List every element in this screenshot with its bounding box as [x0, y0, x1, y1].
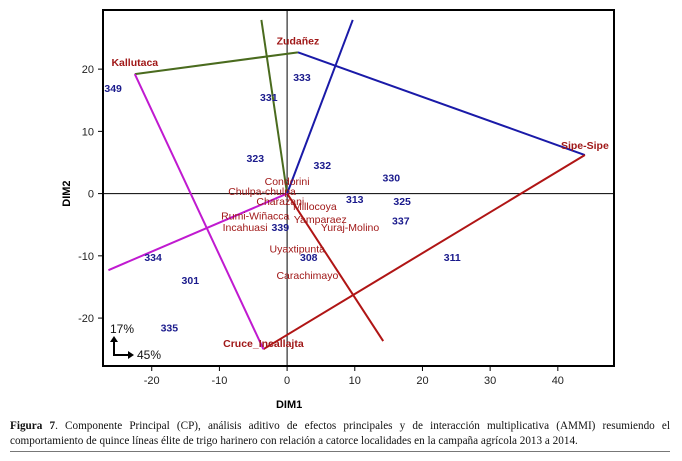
genotype-label: 330: [383, 172, 401, 184]
environment-label: Yamparaez: [294, 214, 347, 226]
y-tick-label: 10: [82, 126, 94, 138]
y-tick-label: 0: [88, 189, 94, 201]
x-axis-label: DIM1: [276, 399, 302, 411]
y-tick-label: 20: [82, 64, 94, 76]
genotype-label: 308: [300, 252, 318, 264]
axis-arrows-icon: [113, 338, 131, 356]
environment-label: Yuraj-Molino: [321, 222, 380, 234]
sector-ray: [108, 192, 288, 272]
plot-frame: [102, 9, 615, 367]
vertex-environment-label: Sipe-Sipe: [561, 140, 609, 152]
environment-label: Uyaxtipunta: [270, 243, 326, 255]
x-tick-label: 0: [284, 375, 290, 387]
caption-rule: [10, 451, 670, 452]
genotype-label: 349: [104, 83, 122, 95]
x-tick-label: -10: [211, 375, 227, 387]
arrow-up-icon: [110, 336, 118, 342]
caption-text: . Componente Principal (CP), análisis ad…: [10, 420, 670, 447]
vertex-environment-label: Kallutaca: [111, 57, 158, 69]
dim1-variance: 45%: [137, 348, 161, 362]
y-tick-label: -20: [78, 313, 94, 325]
y-tick-label: -10: [78, 251, 94, 263]
x-tick-label: 30: [484, 375, 496, 387]
environment-label: Millocoya: [293, 201, 337, 213]
polygon-edge: [297, 51, 586, 156]
figure-caption: Figura 7. Componente Principal (CP), aná…: [10, 419, 670, 449]
x-tick-label: -20: [144, 375, 160, 387]
environment-label: Incahuasi: [223, 222, 268, 234]
genotype-label: 301: [182, 275, 200, 287]
genotype-label: 333: [293, 72, 311, 84]
environment-label: Charazani: [256, 196, 304, 208]
sector-ray: [286, 193, 385, 342]
vertex-environment-label: Zudañez: [277, 35, 320, 47]
genotype-label: 335: [161, 322, 179, 334]
dim2-variance: 17%: [110, 322, 134, 336]
vertex-environment-label: Cruce_Incallajta: [223, 338, 304, 350]
genotype-label: 323: [247, 153, 265, 165]
genotype-label: 334: [144, 252, 162, 264]
environment-label: Condorini: [265, 176, 310, 188]
x-tick-label: 40: [552, 375, 564, 387]
sector-ray: [286, 19, 354, 194]
figure-label: Figura 7: [10, 420, 56, 432]
sector-ray: [260, 19, 289, 194]
genotype-label: 325: [393, 196, 411, 208]
polygon-edge: [134, 51, 299, 76]
environment-label: Carachimayo: [276, 270, 338, 282]
genotype-label: 332: [314, 160, 332, 172]
genotype-label: 331: [260, 92, 278, 104]
x-tick-label: 20: [416, 375, 428, 387]
ammi-biplot: -20 -10 0 10 20 30 40 -20 -10 0 10 20 DIM1 DIM2 349 331…: [61, 9, 615, 411]
polygon-edge: [133, 73, 265, 350]
y-axis-label: DIM2: [61, 180, 73, 206]
environment-label: Chulpa-chulpa: [228, 186, 296, 198]
genotype-label: 337: [392, 215, 410, 227]
genotype-label: 311: [444, 252, 461, 264]
arrow-right-icon: [128, 351, 134, 359]
polygon-edge: [262, 154, 586, 351]
x-tick-label: 10: [349, 375, 361, 387]
genotype-label: 313: [346, 194, 364, 206]
environment-label: Rumi-Wiñacca: [221, 210, 289, 222]
genotype-label: 339: [272, 222, 290, 234]
